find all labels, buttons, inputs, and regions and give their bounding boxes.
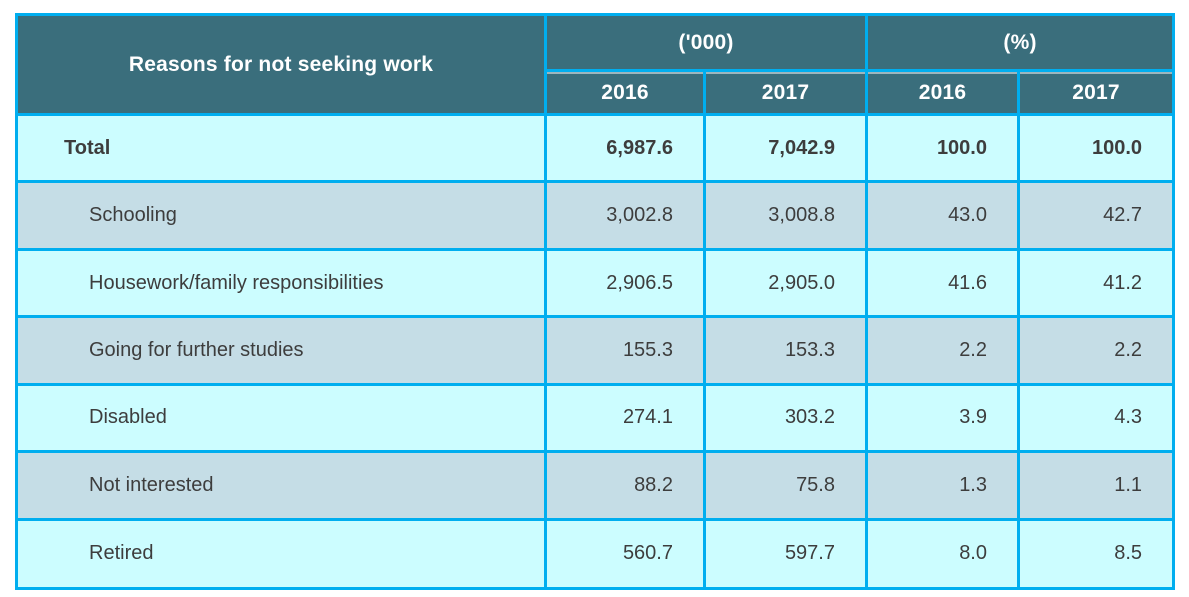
cell-percent-2017: 41.2 (1016, 247, 1176, 319)
column-group-percent: (%) (864, 13, 1176, 72)
cell-percent-2017: 100.0 (1016, 112, 1176, 184)
cell-percent-2016: 2.2 (865, 315, 1020, 386)
cell-thousands-2016: 274.1 (544, 382, 706, 454)
table-row-not-interested: Not interested 88.2 75.8 1.3 1.1 (15, 450, 1176, 521)
table-row-further-studies: Going for further studies 155.3 153.3 2.… (15, 315, 1176, 386)
cell-thousands-2017: 2,905.0 (703, 247, 868, 319)
table-row-retired: Retired 560.7 597.7 8.0 8.5 (15, 517, 1176, 591)
header-group-row: Reasons for not seeking work ('000) (%) (15, 13, 1176, 116)
row-label: Disabled (15, 382, 547, 454)
cell-thousands-2016: 3,002.8 (544, 180, 706, 251)
row-label: Retired (15, 517, 547, 591)
column-header-thousands-2016: 2016 (544, 69, 706, 116)
table-row-schooling: Schooling 3,002.8 3,008.8 43.0 42.7 (15, 180, 1176, 251)
cell-percent-2017: 4.3 (1016, 382, 1176, 454)
column-header-percent-2017: 2017 (1016, 69, 1176, 116)
cell-thousands-2017: 153.3 (703, 315, 868, 386)
column-header-thousands-2017: 2017 (703, 69, 868, 116)
cell-percent-2016: 3.9 (865, 382, 1020, 454)
cell-percent-2017: 42.7 (1016, 180, 1176, 251)
cell-percent-2016: 41.6 (865, 247, 1020, 319)
column-header-percent-2016: 2016 (865, 69, 1020, 116)
cell-thousands-2017: 597.7 (703, 517, 868, 591)
cell-thousands-2016: 6,987.6 (544, 112, 706, 184)
cell-thousands-2016: 2,906.5 (544, 247, 706, 319)
reasons-not-seeking-work-table: Reasons for not seeking work ('000) (%) … (15, 13, 1176, 591)
column-header-reasons: Reasons for not seeking work (15, 13, 547, 116)
cell-percent-2017: 8.5 (1016, 517, 1176, 591)
cell-thousands-2016: 560.7 (544, 517, 706, 591)
cell-thousands-2017: 3,008.8 (703, 180, 868, 251)
cell-thousands-2017: 75.8 (703, 450, 868, 521)
cell-percent-2016: 8.0 (865, 517, 1020, 591)
cell-thousands-2016: 88.2 (544, 450, 706, 521)
cell-percent-2016: 1.3 (865, 450, 1020, 521)
cell-thousands-2017: 7,042.9 (703, 112, 868, 184)
cell-percent-2017: 1.1 (1016, 450, 1176, 521)
row-label: Going for further studies (15, 315, 547, 386)
cell-thousands-2017: 303.2 (703, 382, 868, 454)
row-label: Schooling (15, 180, 547, 251)
cell-percent-2016: 100.0 (865, 112, 1020, 184)
row-label: Housework/family responsibilities (15, 247, 547, 319)
column-group-thousands: ('000) (544, 13, 868, 72)
row-label: Not interested (15, 450, 547, 521)
row-label: Total (15, 112, 547, 184)
table-row-total: Total 6,987.6 7,042.9 100.0 100.0 (15, 112, 1176, 184)
cell-percent-2016: 43.0 (865, 180, 1020, 251)
cell-percent-2017: 2.2 (1016, 315, 1176, 386)
cell-thousands-2016: 155.3 (544, 315, 706, 386)
table-row-housework: Housework/family responsibilities 2,906.… (15, 247, 1176, 319)
header-year-row: 2016 2017 2016 2017 (17, 69, 1176, 116)
table-row-disabled: Disabled 274.1 303.2 3.9 4.3 (15, 382, 1176, 454)
